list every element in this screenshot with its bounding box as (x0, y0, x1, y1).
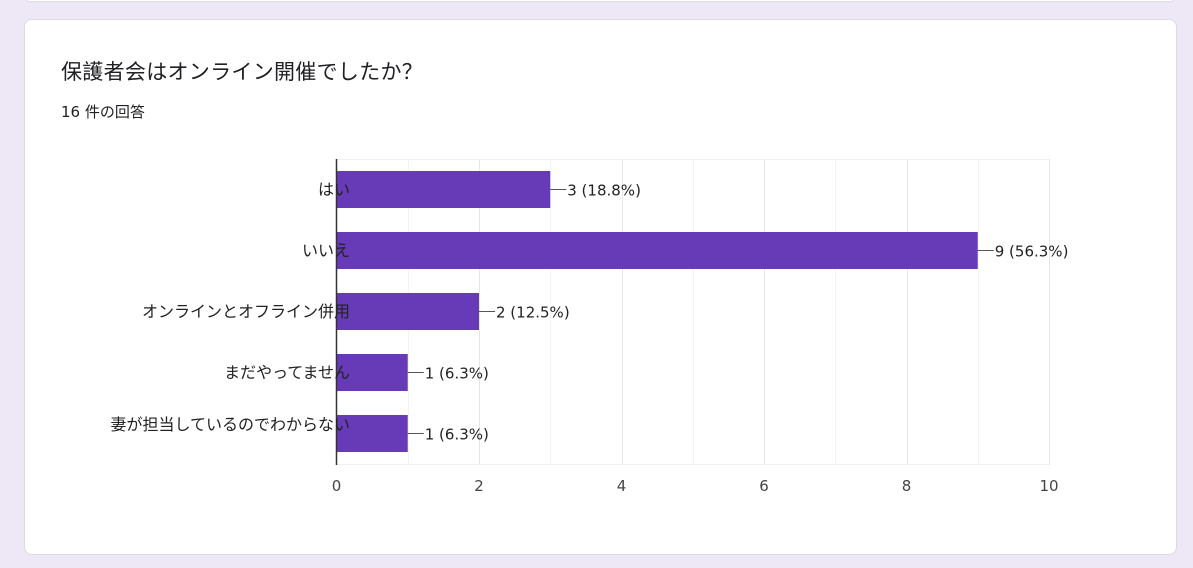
bar[interactable] (336, 232, 978, 269)
chart-bars: 3 (18.8%) 9 (56.3%) 2 (12.5%) 1 (6.3%) 1 (6.… (336, 171, 1069, 452)
bar[interactable] (336, 415, 408, 452)
data-label: 1 (6.3%) (425, 426, 489, 444)
x-tick-label: 4 (617, 477, 627, 495)
x-tick-label: 0 (332, 477, 342, 495)
response-count: 16 件の回答 (61, 103, 145, 121)
x-tick-label: 8 (902, 477, 912, 495)
x-tick-label: 2 (474, 477, 484, 495)
question-card: 保護者会はオンライン開催でしたか？ 16 件の回答 (24, 19, 1177, 555)
data-label: 2 (12.5%) (496, 304, 570, 322)
category-label: いいえ (301, 240, 350, 260)
category-label: はい (317, 179, 350, 199)
category-label: オンラインとオフライン併用 (141, 301, 350, 321)
question-title: 保護者会はオンライン開催でしたか？ (61, 60, 424, 84)
bar[interactable] (336, 354, 408, 391)
chart-x-ticks: 0 2 4 6 8 10 (332, 477, 1059, 495)
bar[interactable] (336, 293, 480, 330)
category-label: 妻が担当しているのでわからない (110, 414, 350, 434)
data-label: 9 (56.3%) (995, 243, 1069, 261)
category-label: まだやってません (224, 362, 350, 382)
x-tick-label: 6 (759, 477, 769, 495)
data-label: 1 (6.3%) (425, 365, 489, 383)
bar[interactable] (336, 171, 551, 208)
chart-gridlines (336, 159, 1050, 465)
x-tick-label: 10 (1039, 477, 1058, 495)
data-label: 3 (18.8%) (567, 182, 641, 200)
